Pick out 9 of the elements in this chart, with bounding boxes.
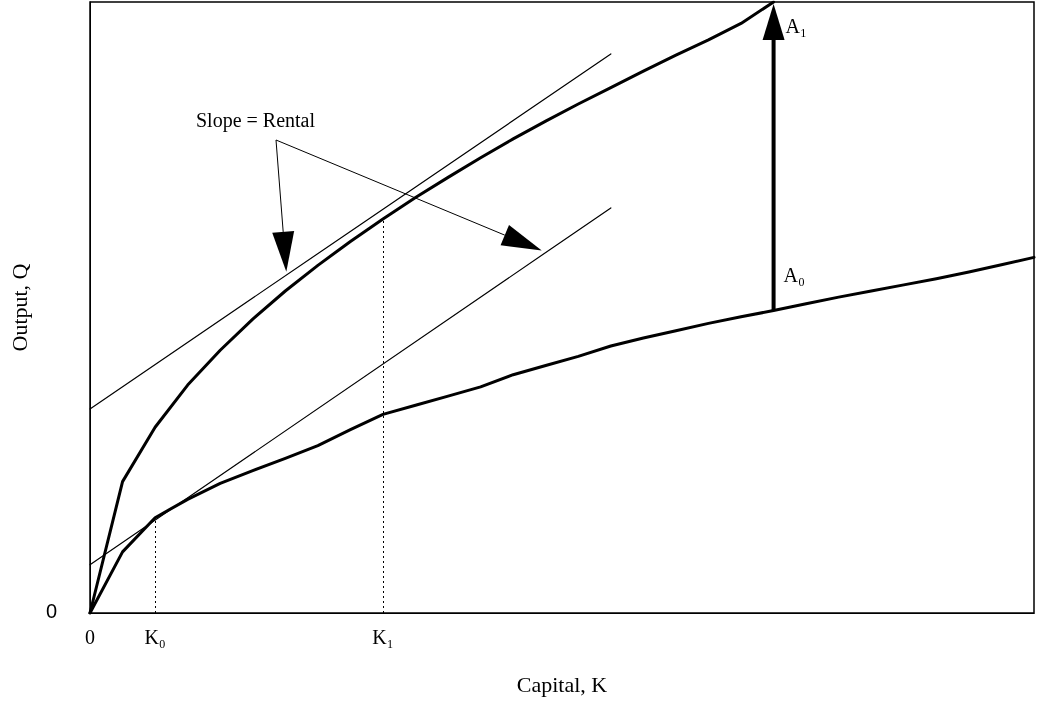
annotation: Slope = Rental: [196, 109, 316, 132]
annotation: A₀: [783, 263, 806, 286]
text: 0: [46, 600, 58, 622]
x-tick-label: 0: [85, 626, 95, 648]
y-axis-title: Output, Q: [6, 263, 32, 352]
x-tick-label: K₁: [372, 626, 394, 648]
annotation: A₁: [785, 15, 808, 37]
x-tick-label: K₀: [144, 626, 166, 648]
x-axis-title: Capital, K: [516, 671, 608, 697]
